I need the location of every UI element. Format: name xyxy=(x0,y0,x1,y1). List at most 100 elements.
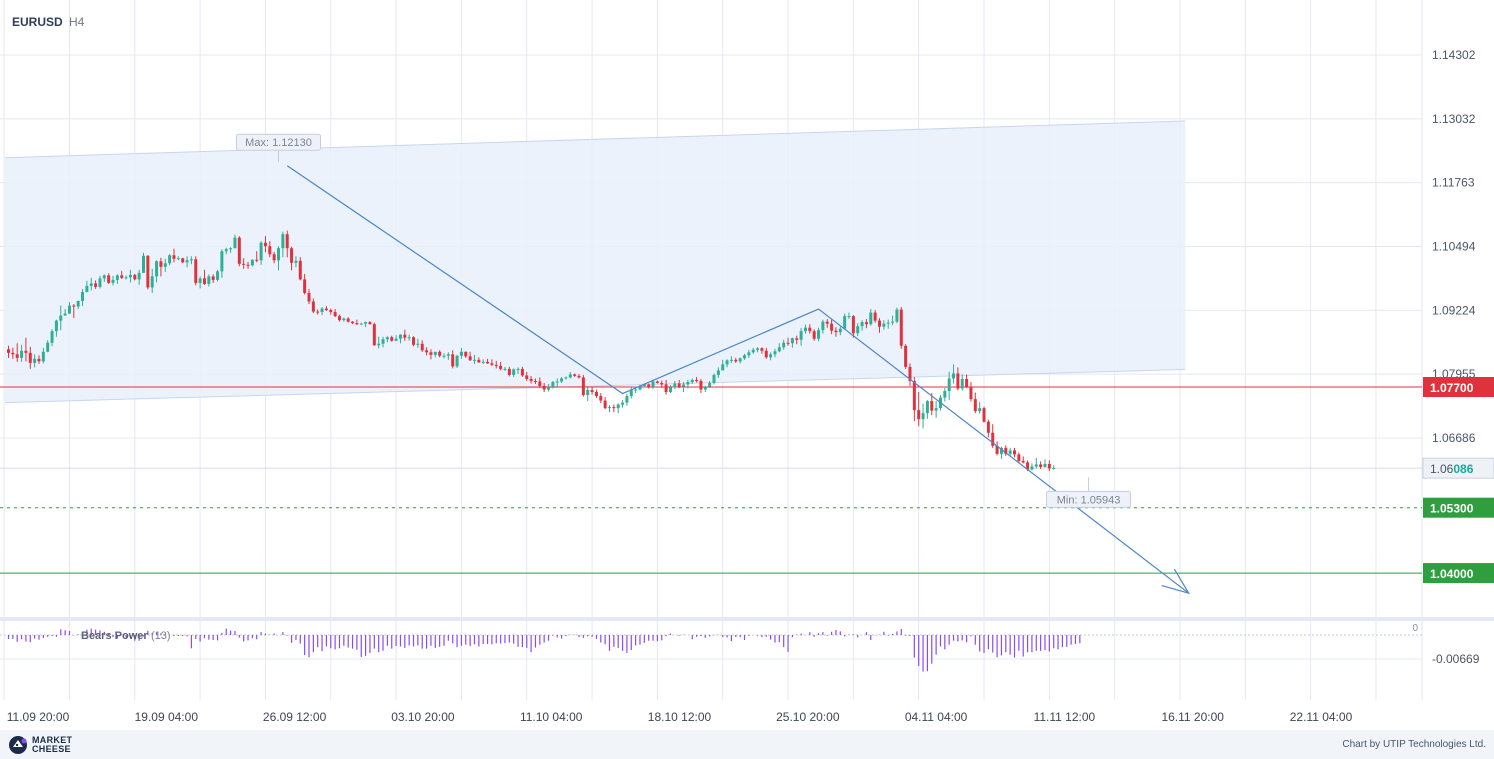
candle-body xyxy=(790,338,794,344)
candle-body xyxy=(525,375,529,379)
brand-logo[interactable]: MARKET CHEESE xyxy=(8,735,72,755)
candle-body xyxy=(952,373,956,379)
candle-body xyxy=(991,432,995,446)
price-axis: 1.143021.130321.117631.104941.092241.079… xyxy=(1412,48,1494,666)
candle-body xyxy=(908,366,912,381)
candle-body xyxy=(24,350,28,353)
candle-body xyxy=(647,384,651,387)
brand-name: MARKET CHEESE xyxy=(32,736,72,754)
candle-body xyxy=(364,322,368,324)
candle-body xyxy=(172,255,176,259)
candle-body xyxy=(198,278,202,283)
x-tick-label: 11.11 12:00 xyxy=(1034,710,1096,724)
candle-body xyxy=(973,399,977,412)
candle-body xyxy=(89,283,93,286)
candle-body xyxy=(586,390,590,396)
candle-body xyxy=(381,339,385,344)
candle-body xyxy=(986,421,990,433)
price-channel xyxy=(4,120,1186,404)
brand-line-2: CHEESE xyxy=(32,744,71,754)
candle-body xyxy=(760,348,764,351)
candle-body xyxy=(664,384,668,393)
candle-body xyxy=(246,264,250,266)
candle-body xyxy=(486,361,490,364)
candle-body xyxy=(921,413,925,420)
candle-body xyxy=(494,364,498,366)
channel-fill xyxy=(5,120,1186,403)
candle-body xyxy=(786,342,790,344)
channel-upper-line xyxy=(4,120,1186,159)
candle-body xyxy=(699,380,703,390)
candle-body xyxy=(551,381,555,388)
candle-body xyxy=(451,354,455,367)
candle-body xyxy=(316,311,320,313)
level-badge xyxy=(1423,377,1494,398)
candle-body xyxy=(817,330,821,339)
candle-body xyxy=(725,360,729,365)
channel-lower-line xyxy=(4,368,1186,404)
candle-body xyxy=(385,337,389,340)
candle-body xyxy=(346,318,350,322)
candle-body xyxy=(1030,466,1034,470)
candle-body xyxy=(333,312,337,317)
x-tick-label: 26.09 12:00 xyxy=(263,710,327,724)
candle-body xyxy=(50,331,54,343)
candle-body xyxy=(150,276,154,288)
candle-body xyxy=(686,381,690,385)
footer-bar: MARKET CHEESE Chart by UTIP Technologies… xyxy=(0,730,1494,759)
candle-body xyxy=(168,255,172,264)
candle-body xyxy=(420,343,424,351)
candle-body xyxy=(825,321,829,324)
min-marker-label: Min: 1.05943 xyxy=(1057,494,1121,506)
candle-body xyxy=(673,383,677,388)
candle-body xyxy=(729,359,733,361)
candle-body xyxy=(263,242,267,247)
candle-body xyxy=(1013,450,1017,455)
candle-body xyxy=(477,359,481,363)
candle-body xyxy=(102,275,106,279)
candle-body xyxy=(37,358,41,362)
candle-body xyxy=(499,365,503,369)
candle-body xyxy=(803,327,807,332)
candle-body xyxy=(594,392,598,397)
candle-body xyxy=(202,278,206,284)
candle-body xyxy=(211,276,215,280)
candle-body xyxy=(425,350,429,353)
candle-body xyxy=(599,396,603,401)
current-price-label: 1.06086 xyxy=(1430,462,1474,476)
candle-body xyxy=(398,334,402,339)
candle-body xyxy=(668,387,672,393)
indicator-name: Bears Power xyxy=(81,630,148,642)
candle-body xyxy=(290,248,294,263)
candlestick-series xyxy=(7,230,1056,471)
candle-body xyxy=(512,369,516,375)
y-tick-label: 1.06686 xyxy=(1432,431,1476,445)
candle-body xyxy=(621,402,625,405)
candle-body xyxy=(351,321,355,324)
candle-body xyxy=(1017,454,1021,461)
candle-body xyxy=(194,259,198,283)
candle-body xyxy=(777,347,781,352)
candle-body xyxy=(799,331,803,340)
candle-body xyxy=(969,387,973,400)
candle-body xyxy=(516,368,520,370)
candle-body xyxy=(163,263,167,267)
projection-arrowhead xyxy=(1161,568,1190,595)
candle-body xyxy=(224,249,228,252)
candle-body xyxy=(878,320,881,327)
candle-body xyxy=(28,352,32,363)
chart-svg[interactable]: Max: 1.12130 Min: 1.05943 1.14302 1.13032 1… xyxy=(0,0,1494,730)
candle-body xyxy=(329,310,333,313)
candle-body xyxy=(407,337,411,339)
zigzag-line[interactable] xyxy=(286,165,1190,594)
candle-body xyxy=(612,407,616,409)
candle-body xyxy=(520,368,524,376)
y-tick-label: 1.09224 xyxy=(1432,303,1476,317)
y-tick-label: 1.10494 xyxy=(1432,240,1476,254)
candle-body xyxy=(255,259,259,261)
candle-body xyxy=(716,370,720,375)
x-tick-label: 11.09 20:00 xyxy=(7,710,70,724)
candle-body xyxy=(808,327,812,332)
candle-body xyxy=(368,322,372,325)
